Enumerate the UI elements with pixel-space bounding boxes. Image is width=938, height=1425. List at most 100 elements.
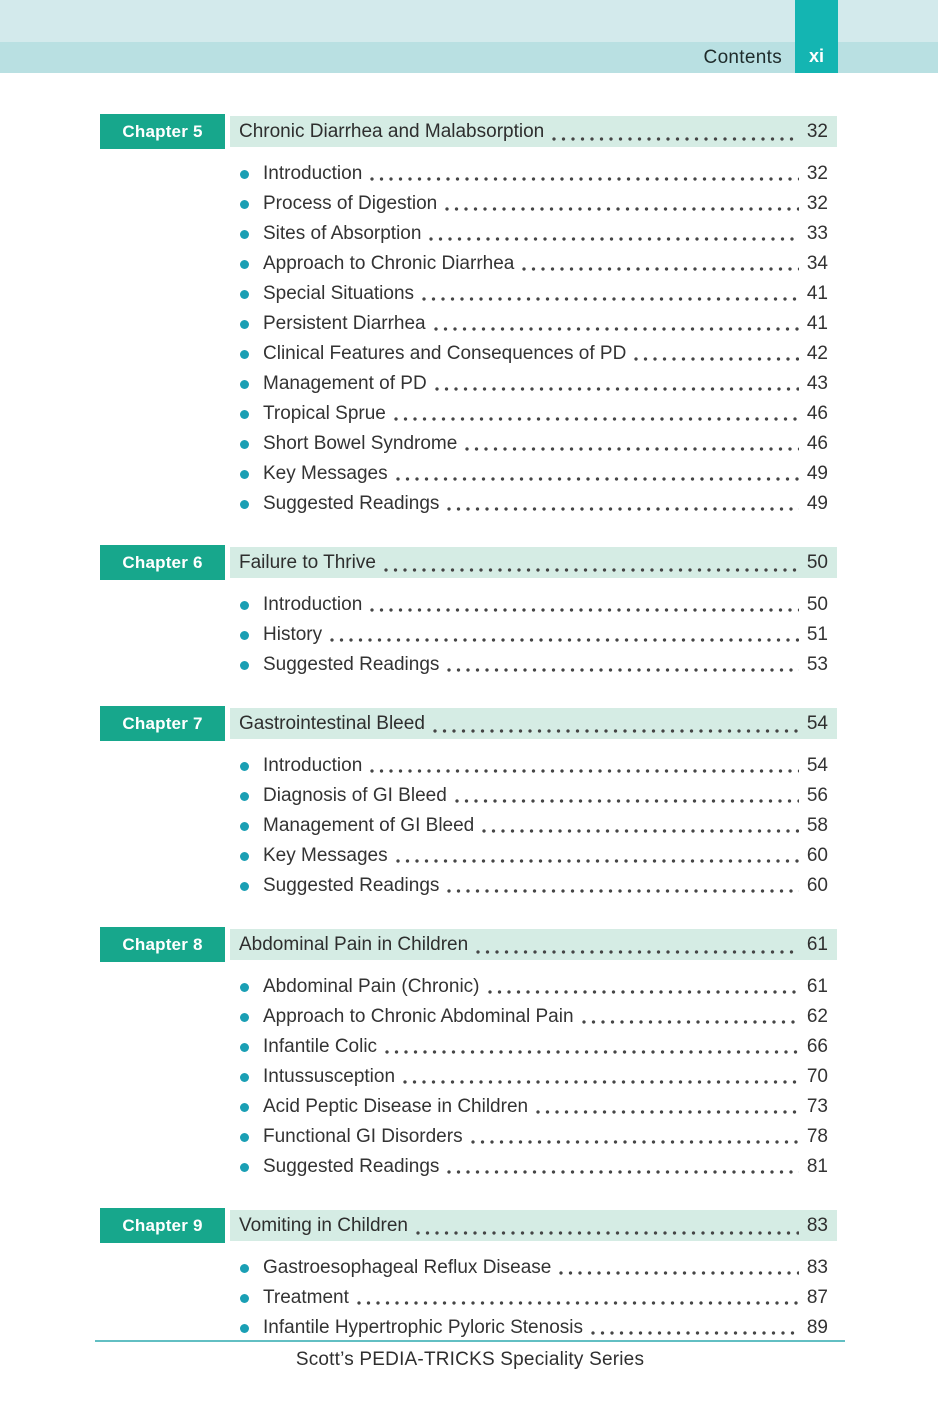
toc-entry: Approach to Chronic Diarrhea 34 bbox=[240, 249, 837, 279]
toc-entry: Intussusception 70 bbox=[240, 1062, 837, 1092]
item-page: 43 bbox=[806, 373, 828, 394]
dot-leader bbox=[328, 620, 801, 650]
toc-entry: Key Messages 49 bbox=[240, 459, 837, 489]
item-label: Introduction bbox=[263, 594, 363, 615]
item-page: 46 bbox=[806, 403, 828, 424]
bullet-icon bbox=[240, 761, 249, 771]
chapter-title: Abdominal Pain in Children bbox=[239, 933, 469, 955]
dot-leader bbox=[557, 1253, 801, 1283]
item-label: Sites of Absorption bbox=[263, 223, 422, 244]
chapter-page: 32 bbox=[806, 120, 828, 142]
toc-entry: Acid Peptic Disease in Children 73 bbox=[240, 1092, 837, 1122]
dot-leader bbox=[427, 219, 800, 249]
item-page: 41 bbox=[806, 313, 828, 334]
page-header: Contents xi bbox=[0, 0, 938, 73]
toc-entry: Gastroesophageal Reflux Disease 83 bbox=[240, 1253, 837, 1283]
running-head-title: Contents bbox=[703, 46, 782, 68]
item-page: 83 bbox=[806, 1257, 828, 1278]
chapter-block: Chapter 7 Gastrointestinal Bleed 54 Intr… bbox=[100, 706, 837, 913]
dot-leader bbox=[382, 547, 801, 578]
item-page: 87 bbox=[806, 1287, 828, 1308]
chapter-page: 83 bbox=[806, 1214, 828, 1236]
chapter-badge: Chapter 6 bbox=[100, 545, 225, 580]
chapter-block: Chapter 6 Failure to Thrive 50 Introduct… bbox=[100, 545, 837, 692]
dot-leader bbox=[368, 590, 801, 620]
item-label: Approach to Chronic Diarrhea bbox=[263, 253, 515, 274]
toc-entry: Introduction 32 bbox=[240, 159, 837, 189]
toc-list: Chapter 5 Chronic Diarrhea and Malabsorp… bbox=[100, 73, 837, 1355]
dot-leader bbox=[580, 1002, 801, 1032]
chapter-heading-row: Chapter 7 Gastrointestinal Bleed 54 bbox=[100, 706, 837, 741]
chapter-heading-row: Chapter 6 Failure to Thrive 50 bbox=[100, 545, 837, 580]
toc-entry: Introduction 54 bbox=[240, 751, 837, 781]
item-page: 49 bbox=[806, 463, 828, 484]
toc-entry: Persistent Diarrhea 41 bbox=[240, 309, 837, 339]
dot-leader bbox=[632, 339, 801, 369]
chapter-title: Vomiting in Children bbox=[239, 1214, 408, 1236]
bullet-icon bbox=[240, 791, 249, 801]
chapter-heading-row: Chapter 5 Chronic Diarrhea and Malabsorp… bbox=[100, 114, 837, 149]
dot-leader bbox=[550, 116, 801, 147]
item-label: Clinical Features and Consequences of PD bbox=[263, 343, 627, 364]
item-label: Process of Digestion bbox=[263, 193, 438, 214]
bullet-icon bbox=[240, 1072, 249, 1082]
item-page: 60 bbox=[806, 845, 828, 866]
dot-leader bbox=[401, 1062, 801, 1092]
item-page: 53 bbox=[806, 654, 828, 675]
item-label: Management of GI Bleed bbox=[263, 815, 475, 836]
bullet-icon bbox=[240, 439, 249, 449]
item-page: 32 bbox=[806, 193, 828, 214]
item-label: Introduction bbox=[263, 755, 363, 776]
dot-leader bbox=[480, 811, 801, 841]
item-page: 46 bbox=[806, 433, 828, 454]
dot-leader bbox=[383, 1032, 801, 1062]
bullet-icon bbox=[240, 499, 249, 509]
item-label: Key Messages bbox=[263, 463, 388, 484]
chapter-heading-row: Chapter 8 Abdominal Pain in Children 61 bbox=[100, 927, 837, 962]
bullet-icon bbox=[240, 289, 249, 299]
dot-leader bbox=[392, 399, 801, 429]
item-page: 33 bbox=[806, 223, 828, 244]
item-page: 70 bbox=[806, 1066, 828, 1087]
dot-leader bbox=[520, 249, 801, 279]
item-page: 34 bbox=[806, 253, 828, 274]
item-page: 78 bbox=[806, 1126, 828, 1147]
chapter-block: Chapter 8 Abdominal Pain in Children 61 … bbox=[100, 927, 837, 1194]
chapter-page: 50 bbox=[806, 551, 828, 573]
item-page: 62 bbox=[806, 1006, 828, 1027]
item-label: Abdominal Pain (Chronic) bbox=[263, 976, 480, 997]
dot-leader bbox=[534, 1092, 801, 1122]
bullet-icon bbox=[240, 169, 249, 179]
item-page: 50 bbox=[806, 594, 828, 615]
bullet-icon bbox=[240, 1323, 249, 1333]
toc-entry: Functional GI Disorders 78 bbox=[240, 1122, 837, 1152]
item-page: 73 bbox=[806, 1096, 828, 1117]
toc-entry: Management of GI Bleed 58 bbox=[240, 811, 837, 841]
chapter-title-row: Chronic Diarrhea and Malabsorption 32 bbox=[230, 116, 837, 147]
item-label: Suggested Readings bbox=[263, 493, 440, 514]
item-label: Functional GI Disorders bbox=[263, 1126, 463, 1147]
toc-entry: Introduction 50 bbox=[240, 590, 837, 620]
bullet-icon bbox=[240, 469, 249, 479]
bullet-icon bbox=[240, 660, 249, 670]
bullet-icon bbox=[240, 1162, 249, 1172]
toc-entry: Special Situations 41 bbox=[240, 279, 837, 309]
dot-leader bbox=[355, 1283, 801, 1313]
bullet-icon bbox=[240, 1132, 249, 1142]
toc-entry: Management of PD 43 bbox=[240, 369, 837, 399]
chapter-page: 54 bbox=[806, 712, 828, 734]
item-label: Suggested Readings bbox=[263, 654, 440, 675]
item-page: 41 bbox=[806, 283, 828, 304]
chapter-block: Chapter 5 Chronic Diarrhea and Malabsorp… bbox=[100, 114, 837, 531]
item-label: Suggested Readings bbox=[263, 1156, 440, 1177]
item-label: Gastroesophageal Reflux Disease bbox=[263, 1257, 552, 1278]
item-label: Persistent Diarrhea bbox=[263, 313, 426, 334]
bullet-icon bbox=[240, 851, 249, 861]
toc-entry: Suggested Readings 53 bbox=[240, 650, 837, 680]
item-page: 66 bbox=[806, 1036, 828, 1057]
chapter-heading-row: Chapter 9 Vomiting in Children 83 bbox=[100, 1208, 837, 1243]
item-label: Diagnosis of GI Bleed bbox=[263, 785, 447, 806]
toc-entry: Suggested Readings 49 bbox=[240, 489, 837, 519]
bullet-icon bbox=[240, 259, 249, 269]
chapter-title-row: Abdominal Pain in Children 61 bbox=[230, 929, 837, 960]
